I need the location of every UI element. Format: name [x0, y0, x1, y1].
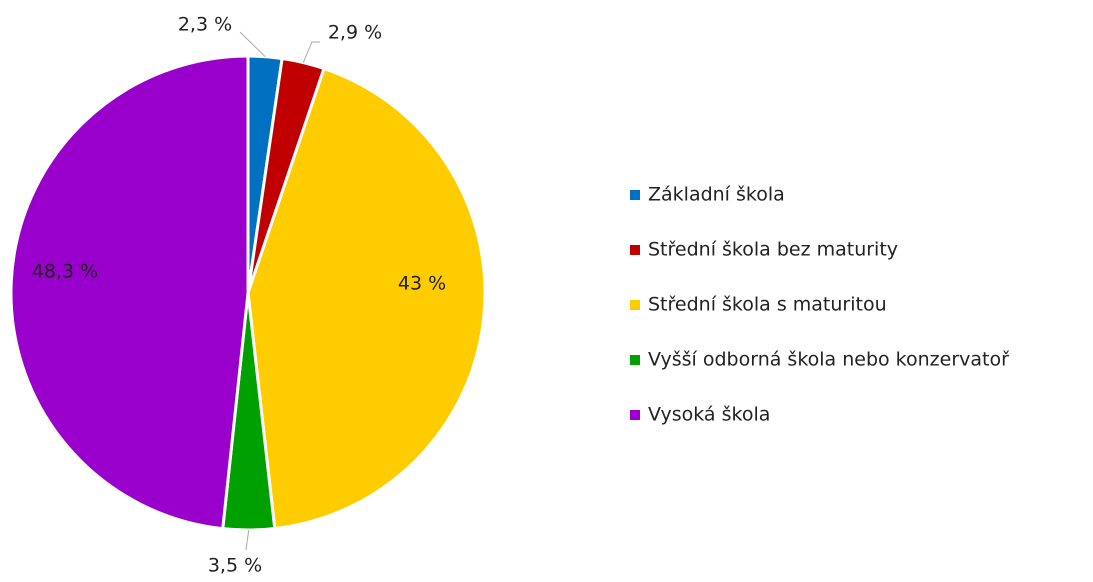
data-label: 43 % — [398, 273, 446, 295]
leader-line — [245, 529, 250, 551]
pie-slice — [246, 66, 487, 531]
legend-swatch — [630, 300, 640, 310]
legend-label: Vysoká škola — [648, 404, 770, 426]
pie-slice — [9, 54, 250, 531]
legend-label: Střední škola s maturitou — [648, 294, 887, 316]
legend-swatch — [630, 245, 640, 255]
legend-swatch — [630, 410, 640, 420]
data-label: 3,5 % — [208, 555, 262, 577]
legend-label: Střední škola bez maturity — [648, 239, 898, 261]
leader-line — [239, 31, 266, 57]
legend-swatch — [630, 190, 640, 200]
data-label: 2,3 % — [178, 14, 232, 36]
legend-label: Vyšší odborná škola nebo konzervatoř — [648, 349, 1009, 371]
legend-label: Základní škola — [648, 184, 785, 206]
data-label: 48,3 % — [32, 261, 98, 283]
legend-swatch — [630, 355, 640, 365]
leader-line — [302, 41, 320, 63]
data-label: 2,9 % — [328, 22, 382, 44]
